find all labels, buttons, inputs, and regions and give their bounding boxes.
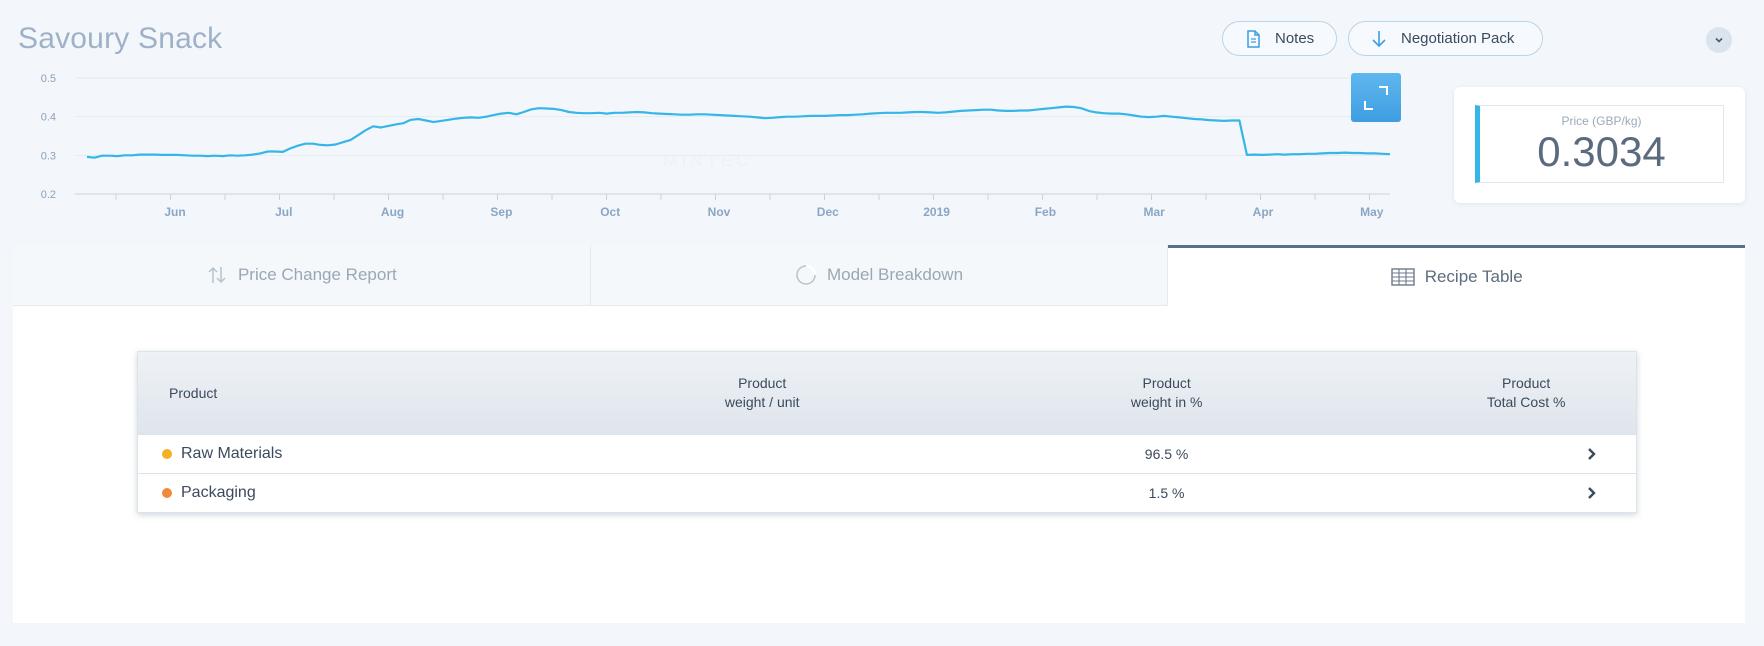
raw-materials-dot [162,449,172,459]
x-tick-label: Jul [275,205,292,219]
expand-row-button[interactable] [1416,447,1636,461]
collapse-button[interactable] [1706,27,1732,53]
price-chart-svg: MINTEC 0.5 0.4 0.3 0.2 Jun Jul Aug Sep Oct Nov De… [41,73,1391,219]
y-tick-label: 0.5 [41,73,56,85]
y-tick-label: 0.3 [41,150,56,162]
x-tick-label: Jun [164,205,185,219]
chevron-right-icon [1586,447,1598,461]
negotiation-pack-button[interactable]: Negotiation Pack [1348,21,1543,56]
price-card: Price (GBP/kg) 0.3034 [1454,87,1745,203]
mintec-watermark: MINTEC [663,151,752,170]
product-name: Raw Materials [181,445,283,462]
svg-text:MINTEC: MINTEC [663,151,752,170]
packaging-dot [162,488,172,498]
table-row-packaging[interactable]: Packaging 1.5 % [138,473,1636,512]
price-change-icon [206,263,228,287]
x-tick-label: Dec [817,205,839,219]
tab-label: Recipe Table [1424,267,1523,286]
notes-button[interactable]: Notes [1222,21,1337,56]
product-cell: Raw Materials [138,445,607,463]
chevron-down-icon [1713,34,1725,46]
chevron-right-icon [1586,486,1598,500]
download-arrow-icon [1369,29,1389,49]
tab-recipe-table[interactable]: Recipe Table [1168,245,1746,306]
price-chart: MINTEC 0.5 0.4 0.3 0.2 Jun Jul Aug Sep Oct Nov De… [0,62,1420,238]
x-tick-label: Nov [708,205,731,219]
header-weight-pct[interactable]: Product weight in % [1130,375,1203,410]
table-header: Product Product weight / unit Product weig… [138,352,1636,434]
x-tick-label: Sep [490,205,512,219]
header-product[interactable]: Product [169,384,218,401]
tab-label: Price Change Report [237,265,397,284]
y-tick-label: 0.4 [41,112,56,124]
notes-button-label: Notes [1275,30,1315,47]
header-weight-unit[interactable]: Product weight / unit [724,375,800,410]
expand-icon [1361,83,1391,113]
recipe-table: Product Product weight / unit Product weig… [137,351,1637,513]
expand-chart-button[interactable] [1351,73,1401,122]
x-tick-label: May [1360,205,1384,219]
product-name: Packaging [181,484,256,501]
tab-model-breakdown[interactable]: Model Breakdown [590,245,1169,306]
product-cell: Packaging [138,484,607,502]
weight-pct-cell: 96.5 % [1144,446,1189,462]
main-panel: Price Change Report Model Breakdown Reci… [13,245,1746,623]
table-icon [1390,267,1415,287]
price-label: Price (GBP/kg) [1561,114,1642,128]
y-tick-label: 0.2 [41,189,56,201]
weight-pct-cell: 1.5 % [1148,485,1185,501]
x-tick-label: 2019 [923,205,950,219]
donut-icon [795,264,817,286]
price-value: 0.3034 [1537,128,1666,175]
document-icon [1243,29,1263,49]
x-tick-label: Aug [381,205,404,219]
x-tick-label: Oct [600,205,620,219]
tab-bar: Price Change Report Model Breakdown Reci… [13,245,1746,306]
header-total-cost-pct[interactable]: Product Total Cost % [1486,375,1566,410]
x-tick-label: Feb [1035,205,1056,219]
tab-price-change-report[interactable]: Price Change Report [13,245,591,306]
page-title: Savoury Snack [18,22,223,55]
price-box: Price (GBP/kg) 0.3034 [1475,105,1724,183]
table-row-raw-materials[interactable]: Raw Materials 96.5 % [138,434,1636,473]
x-tick-label: Apr [1253,205,1274,219]
expand-row-button[interactable] [1416,486,1636,500]
tab-label: Model Breakdown [826,265,964,284]
x-tick-label: Mar [1144,205,1166,219]
price-series-line [86,105,1391,159]
negotiation-pack-label: Negotiation Pack [1401,30,1515,47]
